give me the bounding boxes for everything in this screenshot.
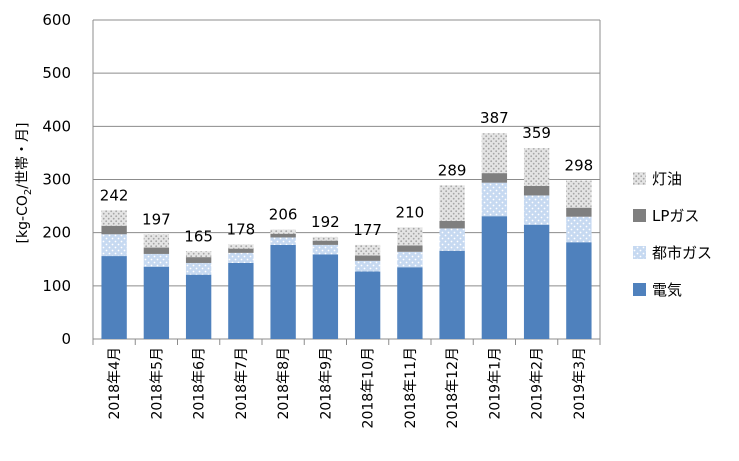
bar-segment [523,148,550,186]
x-tick-label: 2018年5月 [149,347,165,420]
bar-segment [481,133,508,174]
total-label: 387 [480,109,509,127]
bar-segment [481,216,508,339]
bar-segment [143,253,170,267]
bar-segment [481,173,508,183]
bars [101,133,592,339]
y-axis-label-sub: 2 [23,189,34,195]
bar-segment [185,274,212,339]
x-axis-ticks: 2018年4月 2018年5月 2018年6月 2018年7月 2018年8月 2018年… [92,339,601,428]
bar-segment [523,195,550,225]
bar-segment [566,242,592,339]
bar-segment [523,185,550,196]
bar-segment [439,250,465,339]
total-label: 192 [311,213,340,231]
bar-segment [270,229,296,234]
bar-segment [397,245,423,252]
total-label: 359 [522,124,551,142]
bar-segment [228,244,254,249]
legend-swatch [633,246,646,259]
total-label: 210 [396,203,425,221]
bar-segment [354,244,381,256]
bar-segment [566,180,592,208]
y-axis-label-rest: /世帯・月] [15,123,31,189]
bar-segment [101,225,127,235]
x-tick-label: 2019年3月 [572,347,588,420]
bar-segment [523,224,550,339]
y-tick-label: 200 [42,224,71,242]
x-tick-label: 2018年7月 [234,347,250,420]
bar-segment [439,185,465,221]
x-tick-label: 2019年2月 [530,347,546,420]
bar-segment [566,216,592,243]
bar-segment [439,228,465,251]
total-label: 177 [353,221,382,239]
x-tick-label: 2018年6月 [192,347,208,420]
x-tick-label: 2019年1月 [487,347,503,420]
y-axis-label: [kg-CO2/世帯・月] [15,123,34,244]
y-axis-ticks: 0 100 200 300 400 500 600 [42,11,71,348]
total-labels: 242 197 165 178 206 192 177 210 289 387 359 298 [100,109,593,245]
bar-segment [270,233,296,238]
bar-segment [270,237,296,245]
total-label: 289 [438,161,467,179]
bar-segment [312,236,339,241]
bar-segment [481,182,508,217]
bar-segment [143,247,170,254]
bar-segment [143,266,170,339]
x-tick-label: 2018年4月 [107,347,123,420]
total-label: 165 [184,227,213,245]
x-tick-label: 2018年9月 [318,347,334,420]
y-axis-label-main: [kg-CO [15,195,31,243]
legend-label: 都市ガス [652,244,712,262]
legend-label: 電気 [652,281,682,299]
y-tick-label: 100 [42,277,71,295]
bar-segment [270,244,296,339]
x-tick-label: 2018年11月 [403,347,419,428]
bar-segment [397,227,423,246]
bar-segment [354,260,381,272]
bar-segment [228,248,254,253]
bar-segment [397,251,423,268]
x-tick-label: 2018年12月 [445,347,461,428]
y-tick-label: 400 [42,117,71,135]
bar-segment [354,255,381,261]
bar-segment [185,251,212,258]
total-label: 206 [269,205,298,223]
y-tick-label: 300 [42,171,71,189]
bar-segment [101,234,127,257]
bar-segment [397,267,423,339]
legend-label: 灯油 [652,170,682,188]
x-tick-label: 2018年10月 [361,347,377,428]
y-tick-label: 600 [42,11,71,29]
bar-segment [312,244,339,255]
bar-segment [185,257,212,263]
bar-segment [101,210,127,226]
total-label: 178 [227,220,256,238]
bar-segment [354,271,381,339]
bar-segment [312,240,339,245]
y-tick-label: 0 [61,330,71,348]
bar-segment [312,254,339,339]
bar-segment [228,262,254,339]
bar-segment [228,252,254,263]
total-label: 242 [100,186,129,204]
legend-swatch [633,283,646,296]
legend-label: LPガス [652,207,699,225]
bar-segment [143,234,170,248]
total-label: 298 [565,157,594,175]
legend-swatch [633,172,646,185]
gridlines [92,19,601,340]
bar-segment [566,207,592,217]
y-tick-label: 500 [42,64,71,82]
x-tick-label: 2018年8月 [276,347,292,420]
legend-swatch [633,209,646,222]
bar-segment [439,220,465,229]
bar-segment [185,262,212,275]
total-label: 197 [142,210,171,228]
bar-segment [101,256,127,339]
